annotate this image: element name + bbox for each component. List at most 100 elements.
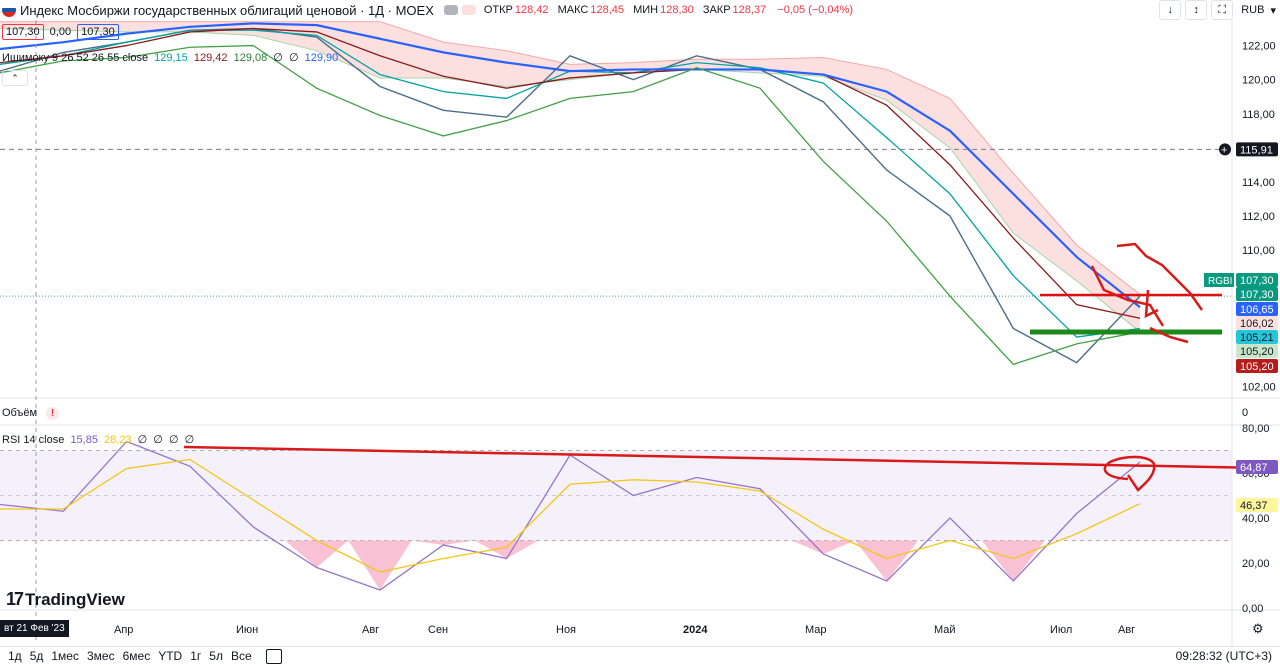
ichimoku-legend[interactable]: Ишимоку 9 26 52 26 55 close 129,15 129,4… [2,51,341,64]
timeframe-1d[interactable]: 1д [8,649,22,663]
timeframe-ytd[interactable]: YTD [158,649,183,663]
rsi-oversold-area [791,540,855,554]
rsi-oversold-area [981,540,1045,581]
time-tick-label: Ноя [556,624,576,636]
time-tick-label: 2024 [683,624,708,636]
fullscreen-icon[interactable]: ⛶ [1211,0,1234,20]
timeframe-1m[interactable]: 1мес [51,649,79,663]
rsi-value: ∅ [137,434,148,446]
rsi-legend[interactable]: RSI 14 close 15,85 28,23 ∅ ∅ ∅ ∅ [2,433,197,446]
sell-price-button[interactable]: 107,30 [2,24,44,40]
cursor-date-badge: вт 21 Фев '23 [0,620,69,637]
data-status-icon [461,5,476,15]
buy-price-button[interactable]: 107,30 [77,24,119,40]
rsi-trendline[interactable] [183,445,1263,470]
price-labels: +115,91 RGBI 107,30 107,30 106,65 106,02 105,2… [1204,142,1278,512]
rsi-tick-label: 0,00 [1242,603,1263,615]
price-tick-label: 118,00 [1242,109,1275,121]
price-label-bg [1236,142,1278,157]
tradingview-logo[interactable]: 17 TradingView [6,589,125,610]
price-tick-label: 114,00 [1242,177,1275,189]
tradingview-logo-icon: 17 [6,589,24,609]
rsi-name: RSI 14 close [2,434,65,446]
low-label: МИН [633,4,659,16]
ichimoku-cloud [0,21,1141,333]
price-label-bg [1236,287,1278,301]
time-tick-label: Мар [805,624,827,636]
volume-legend[interactable]: Объём! [2,407,62,420]
collapse-legend-button[interactable]: ⌃ [2,70,28,86]
open-value: 128,42 [514,4,549,16]
price-tick-label: 120,00 [1242,75,1276,87]
timeframe-3m[interactable]: 3мес [86,649,115,663]
price-label: 105,20 [1240,346,1274,358]
logo-text: TradingView [25,589,125,609]
rsi-oversold-area [348,540,412,590]
change-value: −0,05 (−0,04%) [777,4,854,16]
freehand-arrow[interactable] [1090,265,1189,344]
price-label: 105,20 [1240,361,1274,373]
price-tick-label: 122,00 [1242,41,1276,53]
price-label: 105,21 [1240,332,1274,344]
rsi-value: 28,23 [104,434,132,446]
price-label-prefix: RGBI [1208,276,1232,287]
rsi-value: ∅ [153,434,163,446]
rsi-oversold-fill [285,540,1045,590]
timeframe-5d[interactable]: 5д [29,649,44,663]
rsi-tick-label: 20,00 [1242,558,1270,570]
clock-readout[interactable]: 09:28:32 (UTC+3) [1175,649,1272,663]
price-label-bg [1236,359,1278,373]
price-label-bg [1236,344,1278,358]
calendar-icon[interactable] [265,648,282,664]
bottom-toolbar: 1д 5д 1мес 3мес 6мес YTD 1г 5л Все 09:28… [0,646,1280,665]
time-tick-label: Авг [362,624,379,636]
time-axis[interactable]: Апр Июн Авг Сен Ноя 2024 Мар Май Июл Авг [114,624,1135,636]
rsi-band [0,450,1232,541]
price-label: 64,87 [1240,462,1268,474]
rsi-tick-label: 80,00 [1242,423,1270,435]
price-label-bg [1236,460,1278,474]
price-label: 115,91 [1240,144,1273,156]
ichimoku-value: ∅ [288,52,299,64]
timeframe-6m[interactable]: 6мес [122,649,151,663]
timeframe-1y[interactable]: 1г [190,649,202,663]
cloud-area [0,21,1140,332]
compare-icon[interactable]: ↕ [1185,0,1208,20]
price-label-bg [1236,498,1278,512]
timeframe-5y[interactable]: 5л [209,649,223,663]
price-tick-label: 102,00 [1242,381,1276,393]
price-label: 106,02 [1240,318,1274,330]
low-value: 128,30 [660,4,694,16]
time-tick-label: Июн [236,624,258,636]
chart-toolbar: ↓ ↕ ⛶ RUB ▾ [1155,0,1280,20]
rsi-oversold-area [285,540,349,568]
freehand-cloud-outline[interactable] [1116,242,1204,311]
series-lines [0,22,1141,591]
session-dot-icon [443,5,458,15]
ichimoku-line [0,44,1141,366]
time-tick-label: Июл [1050,624,1072,636]
ichimoku-line [0,27,1141,319]
currency-selector[interactable]: RUB [1241,4,1265,16]
chart-header: Индекс Мосбиржи государственных облигаци… [0,0,859,20]
open-label: ОТКР [483,4,513,16]
rsi-value: ∅ [168,434,179,446]
price-label-bg [1236,316,1278,330]
rsi-oversold-area [855,540,919,581]
settings-gear-icon[interactable]: ⚙ [1252,621,1264,636]
rsi-oversold-area [475,540,539,559]
price-tick-label: 112,00 [1242,211,1275,223]
high-label: МАКС [557,4,589,16]
time-tick-label: Авг [1118,624,1135,636]
rsi-value: 15,85 [70,434,98,446]
warning-icon[interactable]: ! [46,407,60,420]
chevron-down-icon[interactable]: ▾ [1270,4,1276,17]
time-tick-label: Сен [428,624,448,636]
freehand-rsi-circle[interactable] [1103,455,1156,492]
user-drawings[interactable] [183,242,1263,492]
timeframe-all[interactable]: Все [230,649,252,663]
rsi-value: ∅ [184,434,195,446]
price-axis[interactable]: 122,00 120,00 118,00 114,00 112,00 110,00 102,… [1242,41,1276,615]
download-icon[interactable]: ↓ [1159,0,1182,20]
